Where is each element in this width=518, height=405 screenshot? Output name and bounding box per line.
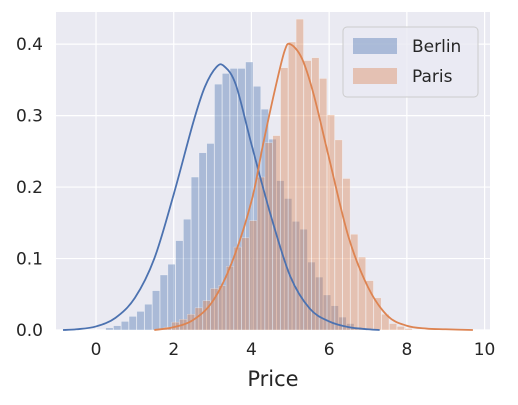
bar-paris xyxy=(365,280,374,331)
bar-paris xyxy=(319,78,328,331)
bar-paris xyxy=(342,178,351,331)
bar-berlin xyxy=(175,240,184,331)
bar-berlin xyxy=(152,290,160,331)
x-tick-label: 10 xyxy=(474,340,496,360)
y-axis-ticks: 0.0 0.1 0.2 0.3 0.4 xyxy=(16,35,43,341)
bar-berlin xyxy=(190,176,199,331)
bar-paris xyxy=(303,60,312,331)
bar-paris xyxy=(311,57,320,331)
x-tick-label: 6 xyxy=(324,340,335,360)
bar-berlin xyxy=(105,327,114,331)
x-tick-label: 4 xyxy=(246,340,257,360)
bar-berlin xyxy=(136,311,145,331)
bar-paris xyxy=(295,18,304,331)
bar-paris xyxy=(233,246,242,331)
bar-paris xyxy=(350,233,359,331)
bar-berlin xyxy=(183,218,192,331)
y-tick-label: 0.2 xyxy=(16,178,43,198)
bar-paris xyxy=(225,266,234,331)
y-tick-label: 0.3 xyxy=(16,107,43,127)
bar-paris xyxy=(358,256,366,331)
y-tick-label: 0.1 xyxy=(16,250,43,270)
kde-line-berlin xyxy=(62,63,380,331)
bar-paris xyxy=(241,237,250,331)
bar-paris xyxy=(210,288,219,331)
bar-paris xyxy=(396,326,405,331)
bar-berlin xyxy=(167,264,176,331)
bar-paris xyxy=(264,142,273,331)
x-tick-label: 8 xyxy=(401,340,412,360)
bar-berlin xyxy=(159,274,168,331)
bar-paris xyxy=(334,139,343,331)
legend-label-paris: Paris xyxy=(412,67,453,87)
y-tick-label: 0.0 xyxy=(16,321,43,341)
kde-curves xyxy=(62,42,473,331)
bar-paris xyxy=(249,220,258,331)
bar-berlin xyxy=(121,321,129,331)
legend-swatch-paris xyxy=(353,68,397,84)
bar-paris xyxy=(280,67,289,331)
bar-berlin xyxy=(113,325,122,331)
bar-paris xyxy=(326,114,335,331)
bar-paris xyxy=(257,176,265,331)
bar-berlin xyxy=(144,304,153,331)
legend-swatch-berlin xyxy=(353,38,397,54)
y-tick-label: 0.4 xyxy=(16,35,43,55)
bar-paris xyxy=(288,41,296,331)
kde-line-paris xyxy=(154,42,473,331)
x-axis-label: Price xyxy=(247,367,298,391)
legend: Berlin Paris xyxy=(342,26,479,98)
bar-paris xyxy=(202,300,211,331)
bar-paris xyxy=(218,285,227,331)
bar-paris xyxy=(404,328,413,331)
bar-berlin xyxy=(128,316,137,331)
x-tick-label: 2 xyxy=(168,340,179,360)
histogram-bars xyxy=(105,18,413,331)
bar-paris xyxy=(389,323,397,331)
legend-box xyxy=(342,26,479,98)
x-tick-label: 0 xyxy=(91,340,102,360)
x-axis-ticks: 0 2 4 6 8 10 xyxy=(91,340,496,360)
legend-label-berlin: Berlin xyxy=(412,37,461,57)
